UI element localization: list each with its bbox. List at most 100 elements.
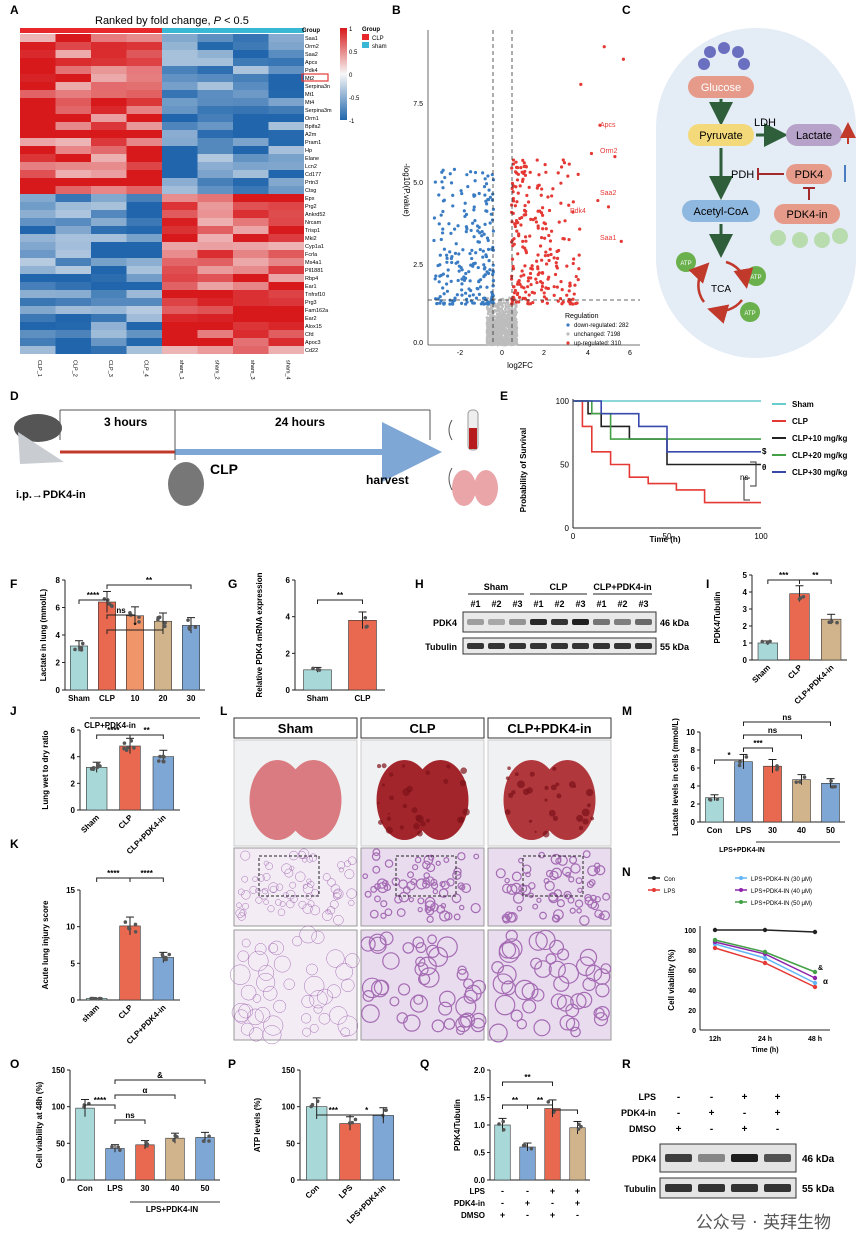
data-point	[122, 746, 126, 751]
point-unchanged	[513, 308, 517, 312]
xtick: LPS	[337, 1183, 355, 1201]
point-up	[520, 170, 524, 174]
alveolus	[371, 852, 381, 861]
heatmap-cell	[162, 74, 198, 82]
alveolus	[556, 899, 565, 908]
point-up	[516, 280, 520, 284]
blot-row-label: PDK4	[433, 618, 457, 628]
alveolus	[452, 870, 462, 881]
point-down	[464, 297, 469, 301]
data-point	[132, 746, 136, 750]
hemorrhage-spot	[381, 763, 387, 769]
heatmap-cell	[197, 194, 233, 202]
heatmap-cell	[268, 178, 304, 186]
point-down	[441, 209, 445, 214]
heatmap-cell	[162, 194, 198, 202]
heatmap-cell	[126, 106, 162, 114]
sample-label: CLP_3	[107, 360, 113, 377]
alveolus	[252, 876, 258, 882]
point-up	[517, 232, 521, 236]
heatmap-cell	[233, 122, 269, 130]
point-up	[560, 288, 564, 292]
point-unchanged	[501, 328, 504, 332]
heatmap-title-p: P	[214, 15, 222, 27]
heatmap-cell	[162, 66, 198, 74]
heatmap-grid	[20, 28, 304, 354]
sig-bracket	[114, 1094, 176, 1099]
heatmap-cell	[91, 282, 127, 290]
point-unchanged	[505, 323, 508, 327]
point-down	[469, 228, 473, 233]
point-up	[514, 165, 519, 169]
heatmap-cell	[197, 186, 233, 194]
point-up	[562, 161, 567, 165]
point-up	[515, 292, 520, 297]
point-unchanged	[489, 315, 492, 319]
heatmap-cell	[20, 314, 56, 322]
point-up	[520, 179, 525, 183]
blot-band	[467, 643, 484, 649]
heatmap-cell	[20, 74, 56, 82]
data-point	[163, 624, 167, 629]
alveolus	[535, 929, 556, 951]
alveolus	[593, 1007, 605, 1019]
sig-label: **	[537, 1096, 544, 1105]
row-sign: -	[501, 1186, 504, 1196]
row-sign: +	[500, 1210, 505, 1220]
data-point	[833, 784, 837, 789]
sig-bracket	[714, 759, 744, 764]
heatmap-cell	[197, 322, 233, 330]
alveolus	[539, 911, 547, 920]
heatmap-cell	[55, 330, 91, 338]
data-point	[79, 648, 84, 652]
bar	[152, 756, 174, 811]
point-unchanged	[512, 331, 516, 335]
alveolus	[555, 857, 562, 864]
alveolus	[377, 882, 389, 894]
heatmap-cell	[197, 314, 233, 322]
point-down	[451, 204, 455, 208]
data-point	[163, 621, 167, 625]
heatmap-cell	[91, 218, 127, 226]
ytick: 0	[565, 524, 570, 533]
heatmap-cell	[233, 162, 269, 170]
heatmap-cell	[55, 266, 91, 274]
data-point	[207, 1139, 211, 1143]
alveolus	[436, 904, 446, 914]
point-up	[559, 279, 563, 284]
point-up	[548, 239, 553, 243]
ytick: 6	[691, 764, 696, 773]
legend-label: CLP+20 mg/kg	[792, 451, 847, 460]
point-unchanged	[496, 335, 500, 339]
point-up	[602, 45, 606, 49]
point-down	[460, 301, 464, 306]
node-pdk4-in	[774, 204, 840, 224]
heatmap-cell	[233, 58, 269, 66]
heatmap-cell	[162, 282, 198, 290]
sig-label: **	[144, 726, 151, 735]
alveolus	[506, 883, 518, 895]
row-sign: -	[776, 1124, 779, 1135]
alveolus	[344, 869, 355, 880]
point-down	[488, 195, 492, 199]
blot-band	[665, 1184, 692, 1192]
ylabel: Lung wet to dry ratio	[41, 730, 50, 809]
heatmap-cell	[162, 274, 198, 282]
hemorrhage-spot	[415, 814, 422, 821]
heatmap-cell	[91, 106, 127, 114]
bar	[195, 1137, 215, 1181]
ytick: 50	[56, 1139, 65, 1148]
point-up	[521, 296, 525, 300]
alveolus	[455, 996, 477, 1018]
row-sign: -	[677, 1092, 680, 1103]
group-legend-title: Group	[362, 27, 380, 33]
heatmap-cell	[162, 98, 198, 106]
alveolus	[510, 882, 522, 894]
glucose-dot	[698, 58, 710, 70]
alveolus	[235, 908, 245, 918]
alveolus	[463, 978, 474, 990]
point-unchanged	[514, 320, 518, 323]
point-unchanged	[489, 341, 493, 345]
point-up	[527, 185, 531, 189]
